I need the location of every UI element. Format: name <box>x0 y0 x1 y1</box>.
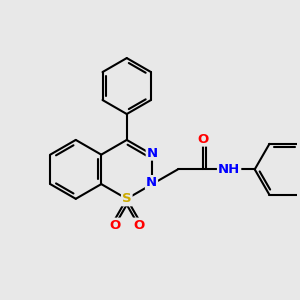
Text: N: N <box>146 176 157 189</box>
Text: NH: NH <box>218 163 240 176</box>
Text: S: S <box>122 192 132 205</box>
Text: O: O <box>133 219 145 232</box>
Text: N: N <box>147 147 158 160</box>
Text: O: O <box>109 219 120 232</box>
Text: O: O <box>198 133 209 146</box>
